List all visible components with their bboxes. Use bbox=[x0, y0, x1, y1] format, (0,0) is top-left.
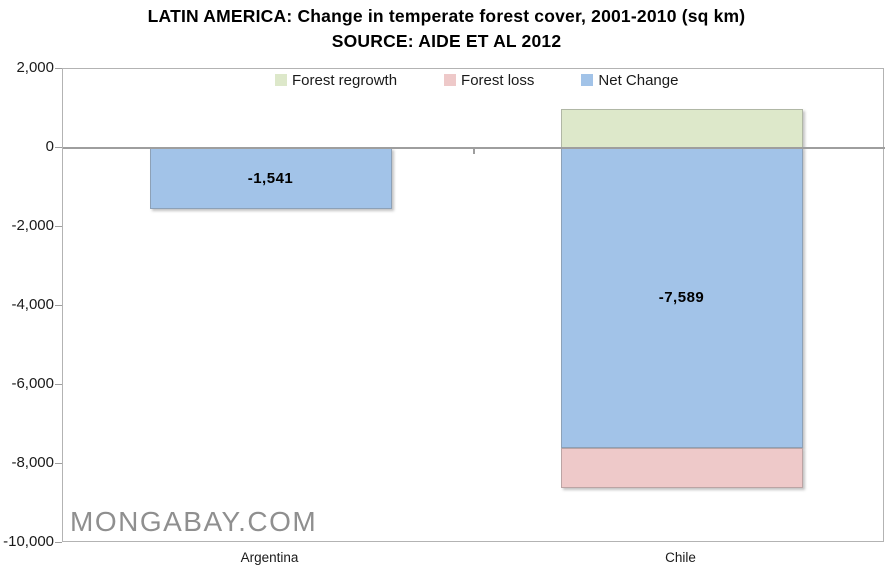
legend-label-forest-loss: Forest loss bbox=[461, 72, 535, 89]
bar-segment-chile-forest-regrowth bbox=[560, 108, 803, 148]
legend: Forest regrowth Forest loss Net Change bbox=[275, 72, 678, 89]
bar-segment-chile-net-change: -7,589 bbox=[560, 148, 803, 448]
y-axis-tick--2-000 bbox=[55, 226, 62, 227]
y-axis-label-2-000: 2,000 bbox=[16, 59, 54, 76]
y-axis-label-0: 0 bbox=[45, 138, 54, 155]
y-axis-label--10-000: -10,000 bbox=[3, 533, 54, 550]
chart-subtitle: SOURCE: AIDE ET AL 2012 bbox=[331, 31, 562, 51]
legend-swatch-forest-regrowth-icon bbox=[275, 73, 287, 86]
legend-swatch-forest-loss-icon bbox=[444, 73, 457, 86]
category-axis-tick bbox=[473, 149, 475, 154]
legend-item-forest-loss: Forest loss bbox=[444, 72, 534, 89]
y-axis-label--4-000: -4,000 bbox=[11, 296, 54, 313]
y-axis-label--2-000: -2,000 bbox=[11, 217, 54, 234]
legend-swatch-net-change-icon bbox=[581, 73, 594, 86]
x-axis-label-chile: Chile bbox=[665, 550, 696, 565]
bar-segment-argentina-net-change: -1,541 bbox=[149, 148, 392, 209]
plot-area: Forest regrowth Forest loss Net Change -… bbox=[62, 68, 885, 542]
bar-value-label-chile: -7,589 bbox=[658, 289, 705, 307]
y-axis-tick-0 bbox=[55, 147, 62, 148]
y-axis-tick--6-000 bbox=[55, 384, 62, 385]
bar-value-label-argentina: -1,541 bbox=[247, 169, 294, 187]
chart-title: LATIN AMERICA: Change in temperate fores… bbox=[147, 6, 746, 26]
y-axis-label--8-000: -8,000 bbox=[11, 454, 54, 471]
y-axis-label--6-000: -6,000 bbox=[11, 375, 54, 392]
legend-label-forest-regrowth: Forest regrowth bbox=[292, 72, 398, 89]
legend-item-net-change: Net Change bbox=[581, 72, 678, 89]
legend-item-forest-regrowth: Forest regrowth bbox=[275, 72, 397, 89]
y-axis-tick-2-000 bbox=[55, 68, 62, 69]
x-axis-label-argentina: Argentina bbox=[240, 550, 299, 565]
legend-label-net-change: Net Change bbox=[598, 72, 679, 89]
y-axis-tick--4-000 bbox=[55, 305, 62, 306]
watermark-mongabay: MONGABAY.COM bbox=[70, 506, 318, 537]
y-axis-tick--10-000 bbox=[55, 542, 62, 543]
bar-segment-chile-forest-loss bbox=[560, 447, 803, 488]
y-axis-tick--8-000 bbox=[55, 463, 62, 464]
zero-gridline bbox=[63, 147, 885, 149]
